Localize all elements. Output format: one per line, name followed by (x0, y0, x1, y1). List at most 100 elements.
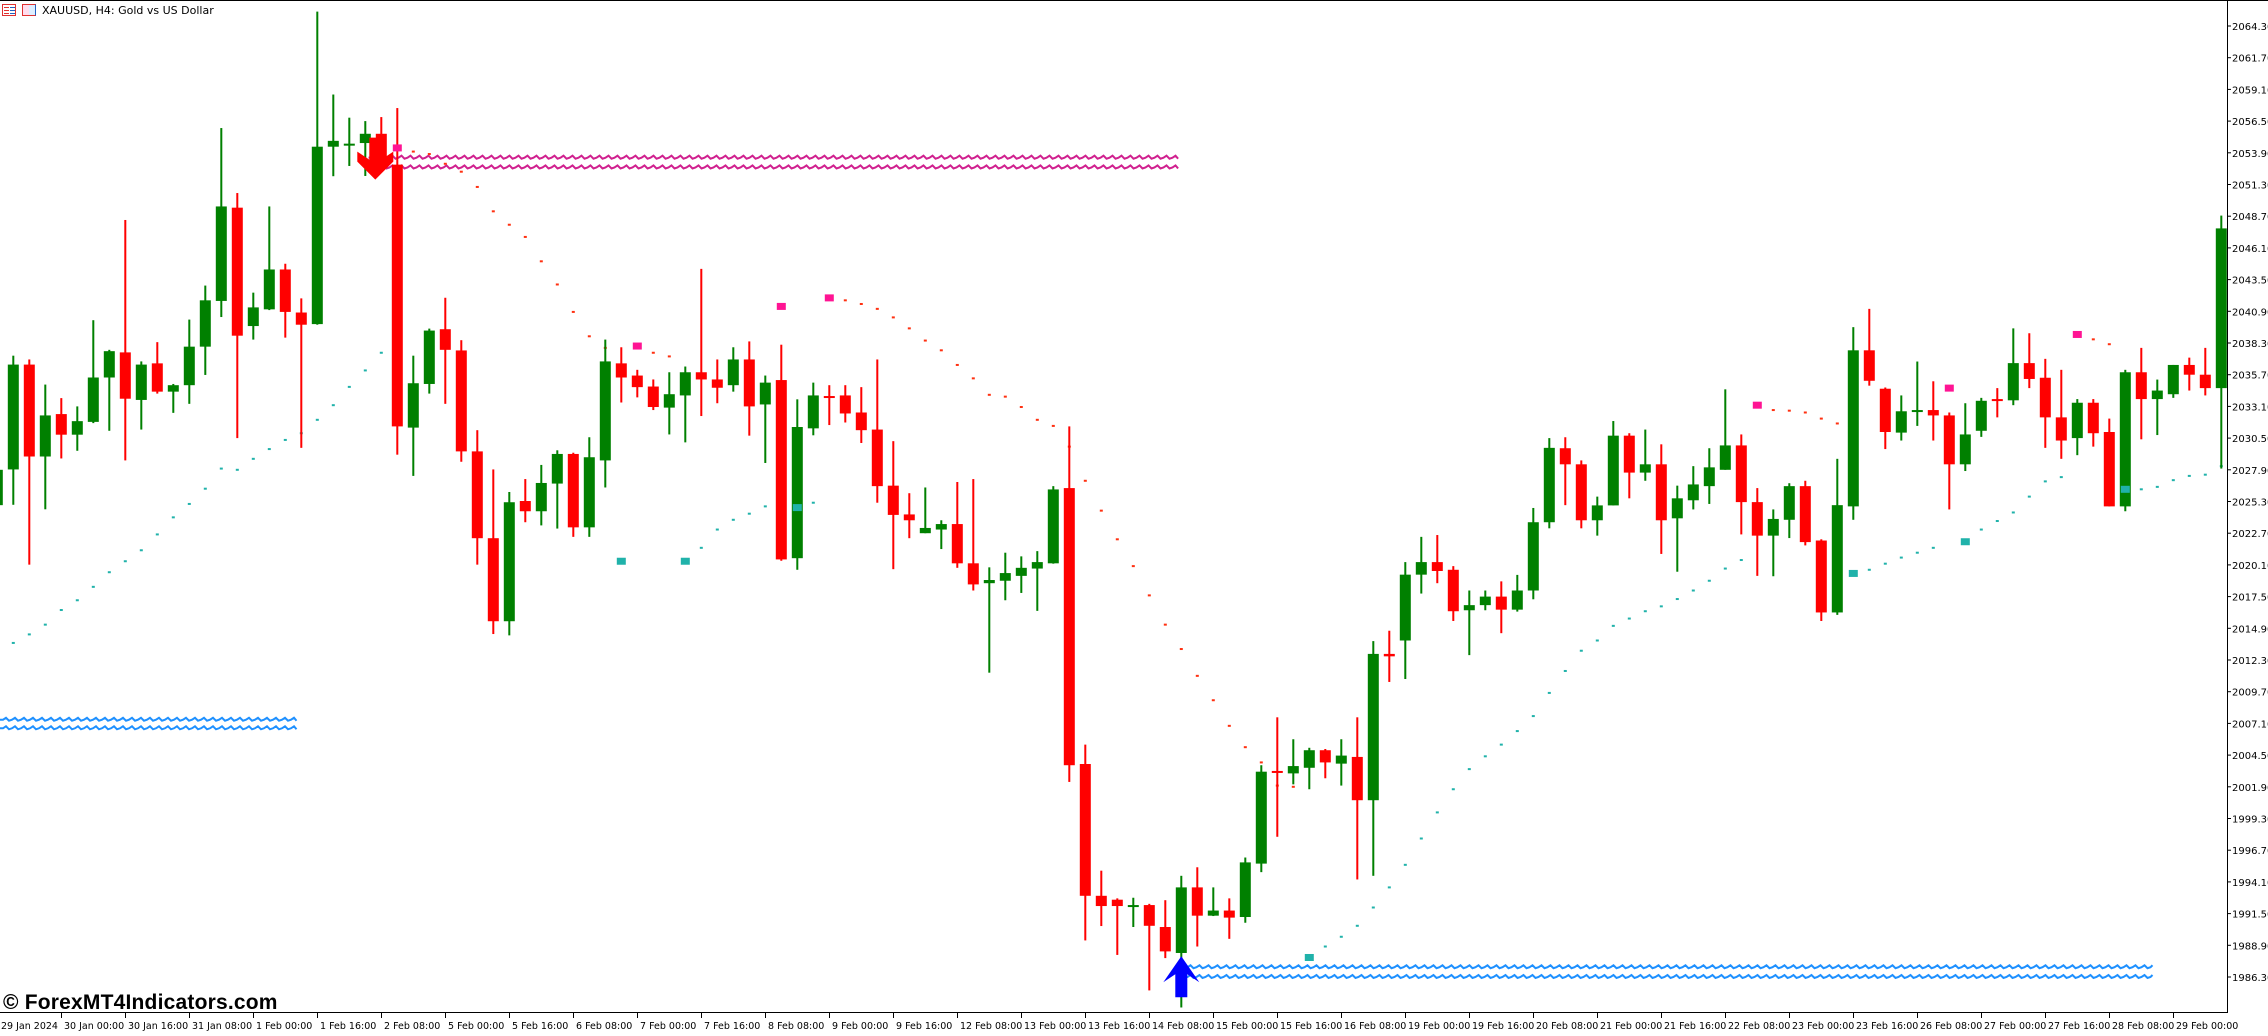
support-trail-dot (171, 516, 175, 519)
signals-layer (357, 137, 2130, 998)
support-zone-line (0, 716, 298, 722)
bear-candle (1991, 388, 2003, 418)
candle-body (1927, 410, 1939, 416)
support-trail-dot (1995, 520, 1999, 523)
candle-wick (1276, 717, 1279, 837)
bear-candle (695, 268, 707, 417)
symbol-list-icon[interactable] (2, 4, 16, 16)
bull-candle (1783, 483, 1795, 539)
support-trail-dot (1899, 556, 1903, 559)
support-trail-dot (1355, 924, 1359, 927)
candle-body (1431, 562, 1443, 571)
resistance-trail-dot (987, 393, 991, 396)
bull-candle (919, 487, 931, 534)
time-axis-label: 29 Jan 2024 (1, 1021, 58, 1032)
price-axis-label: 2020.10 (2232, 561, 2268, 572)
bull-candle (1303, 747, 1315, 790)
candle-body (871, 429, 883, 487)
bull-candle (1591, 496, 1603, 536)
candle-body (615, 363, 627, 378)
bear-candle (151, 342, 163, 394)
candle-wick (1564, 437, 1567, 506)
price-axis-label: 2061.70 (2232, 54, 2268, 65)
candle-body (2135, 372, 2147, 400)
bear-candle (1799, 480, 1811, 546)
bear-candle (2023, 333, 2035, 389)
support-trail-dot (1723, 567, 1727, 570)
time-axis-label: 9 Feb 16:00 (896, 1021, 952, 1032)
time-axis[interactable]: 29 Jan 2024 30 Jan 00:00 30 Jan 16:00 31 Ja… (1, 1012, 2238, 1032)
candle-body (1831, 505, 1843, 613)
bull-candle (2167, 364, 2179, 398)
candle-body (759, 382, 771, 405)
bull-candle (247, 292, 259, 340)
resistance-trail-dot (651, 351, 655, 354)
price-axis-label: 1991.50 (2232, 910, 2268, 921)
candle-body (1799, 486, 1811, 543)
bear-candle (871, 359, 883, 503)
candle-body (2087, 402, 2099, 434)
support-trail-dot (1659, 605, 1663, 608)
bull-candle (87, 320, 99, 424)
candle-body (439, 329, 451, 350)
candle-body (1751, 502, 1763, 536)
candle-body (1095, 895, 1107, 907)
support-trail-dot (1435, 811, 1439, 814)
candle-body (199, 300, 211, 347)
time-axis-label: 13 Feb 16:00 (1088, 1021, 1150, 1032)
bull-candle (423, 328, 435, 394)
candle-body (743, 359, 755, 407)
candle-body (951, 524, 963, 564)
candle-wick (684, 366, 687, 443)
resistance-trail-dot (1131, 565, 1135, 568)
bull-candle (71, 406, 83, 451)
bull-candle (583, 437, 595, 537)
bear-candle (743, 341, 755, 436)
chart-window-icon[interactable] (22, 4, 36, 16)
bull-candle (39, 384, 51, 510)
bull-candle (1047, 486, 1059, 564)
time-axis-label: 20 Feb 08:00 (1536, 1021, 1598, 1032)
candle-body (231, 207, 243, 336)
support-trail-dot (1595, 639, 1599, 642)
support-trail-dot (731, 518, 735, 521)
candle-body (2119, 372, 2131, 507)
buy-arrow-icon (1163, 956, 1200, 998)
support-trail-dot (1451, 788, 1455, 791)
price-axis[interactable]: 2064.30 2061.70 2059.10 2056.50 2053.90 2051.… (2227, 22, 2268, 984)
support-trail-dot (2139, 488, 2143, 491)
price-axis-label: 2043.50 (2232, 276, 2268, 287)
candle-body (1447, 569, 1459, 612)
bull-candle (983, 567, 995, 673)
candle-body (1543, 447, 1555, 523)
bear-candle (439, 297, 451, 404)
support-trail-dot (203, 487, 207, 490)
bear-candle (1495, 581, 1507, 634)
bull-candle (599, 339, 611, 488)
sell-signal-square (1752, 401, 1762, 409)
support-trail-dot (267, 448, 271, 451)
support-trail-dot (139, 549, 143, 552)
resistance-trail-dot (843, 299, 847, 302)
bear-candle (487, 469, 499, 635)
bull-candle (199, 285, 211, 375)
time-axis-label: 13 Feb 00:00 (1024, 1021, 1086, 1032)
resistance-trail-dot (875, 307, 879, 310)
bear-candle (1655, 444, 1667, 554)
candle-body (1303, 750, 1315, 768)
bull-candle (103, 349, 115, 431)
bull-candle (1831, 458, 1843, 615)
bull-candle (807, 382, 819, 436)
candle-wick (124, 219, 127, 461)
candle-body (167, 385, 179, 392)
candle-body (359, 133, 371, 144)
support-trail-dot (155, 533, 159, 536)
bull-candle (2215, 215, 2227, 469)
candle-wick (28, 359, 31, 565)
support-trail-dot (1627, 617, 1631, 620)
resistance-trail-dot (2107, 343, 2111, 346)
candle-wick (828, 385, 831, 426)
bear-candle (887, 441, 899, 570)
price-axis-label: 2025.30 (2232, 498, 2268, 509)
